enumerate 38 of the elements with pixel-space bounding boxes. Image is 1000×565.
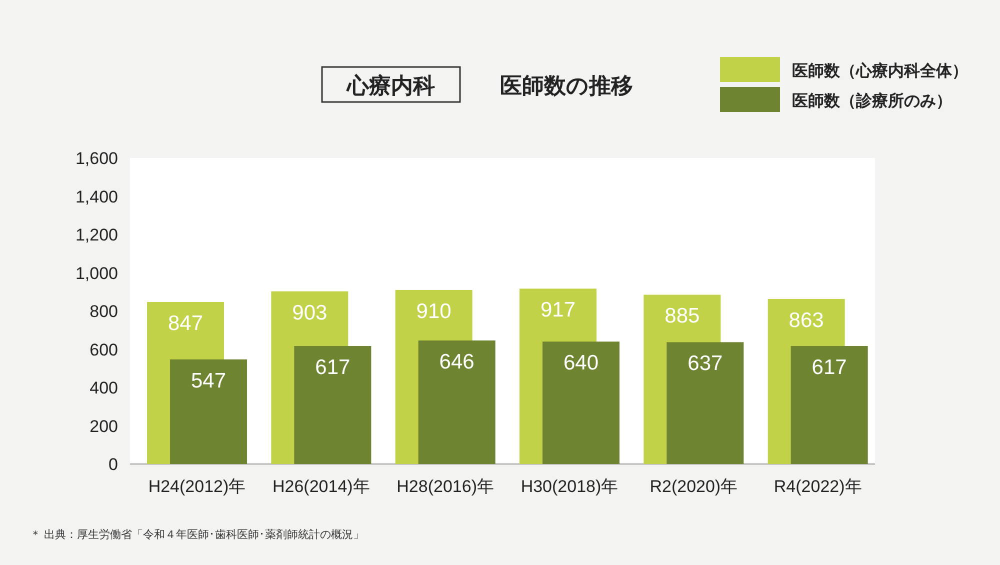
data-label: 917 bbox=[540, 298, 576, 322]
y-tick-label: 400 bbox=[90, 378, 118, 398]
legend-label: 医師数（診療所のみ） bbox=[792, 92, 952, 110]
chart-title: 心療内科 bbox=[346, 73, 435, 98]
bar bbox=[666, 342, 744, 464]
data-label: 646 bbox=[439, 350, 474, 374]
chart-subtitle: 医師数の推移 bbox=[500, 73, 633, 98]
x-tick-label: R2(2020)年 bbox=[650, 477, 738, 496]
data-label: 617 bbox=[812, 356, 847, 379]
y-tick-label: 1,600 bbox=[75, 149, 118, 168]
data-label: 903 bbox=[292, 301, 328, 324]
data-label: 640 bbox=[563, 352, 599, 375]
data-label: 885 bbox=[664, 304, 700, 328]
y-tick-label: 1,000 bbox=[75, 264, 118, 283]
bar bbox=[294, 346, 372, 464]
y-tick-label: 0 bbox=[108, 455, 118, 474]
data-label: 910 bbox=[416, 300, 452, 323]
x-tick-label: H26(2014)年 bbox=[272, 477, 370, 496]
y-tick-label: 600 bbox=[90, 340, 118, 360]
data-label: 617 bbox=[315, 356, 350, 379]
x-tick-label: H30(2018)年 bbox=[520, 477, 618, 496]
bar bbox=[170, 359, 247, 464]
y-tick-label: 200 bbox=[90, 416, 118, 436]
x-tick-label: R4(2022)年 bbox=[774, 477, 862, 496]
data-label: 547 bbox=[190, 369, 226, 392]
data-label: 847 bbox=[168, 312, 204, 336]
legend-label: 医師数（心療内科全体） bbox=[792, 61, 968, 80]
bar bbox=[790, 346, 868, 464]
data-label: 637 bbox=[688, 352, 723, 376]
y-tick-label: 800 bbox=[90, 302, 118, 321]
text: ＊ 出典：厚生労働省「令和４年医師･歯科医師･薬剤師統計の概況」 bbox=[30, 528, 364, 541]
x-tick-label: H28(2016)年 bbox=[396, 477, 494, 496]
bar bbox=[418, 340, 496, 464]
y-tick-label: 1,200 bbox=[75, 226, 118, 244]
data-label: 863 bbox=[788, 308, 824, 332]
x-tick-label: H24(2012)年 bbox=[148, 477, 246, 496]
bar bbox=[542, 342, 620, 464]
y-tick-label: 1,400 bbox=[75, 187, 118, 206]
